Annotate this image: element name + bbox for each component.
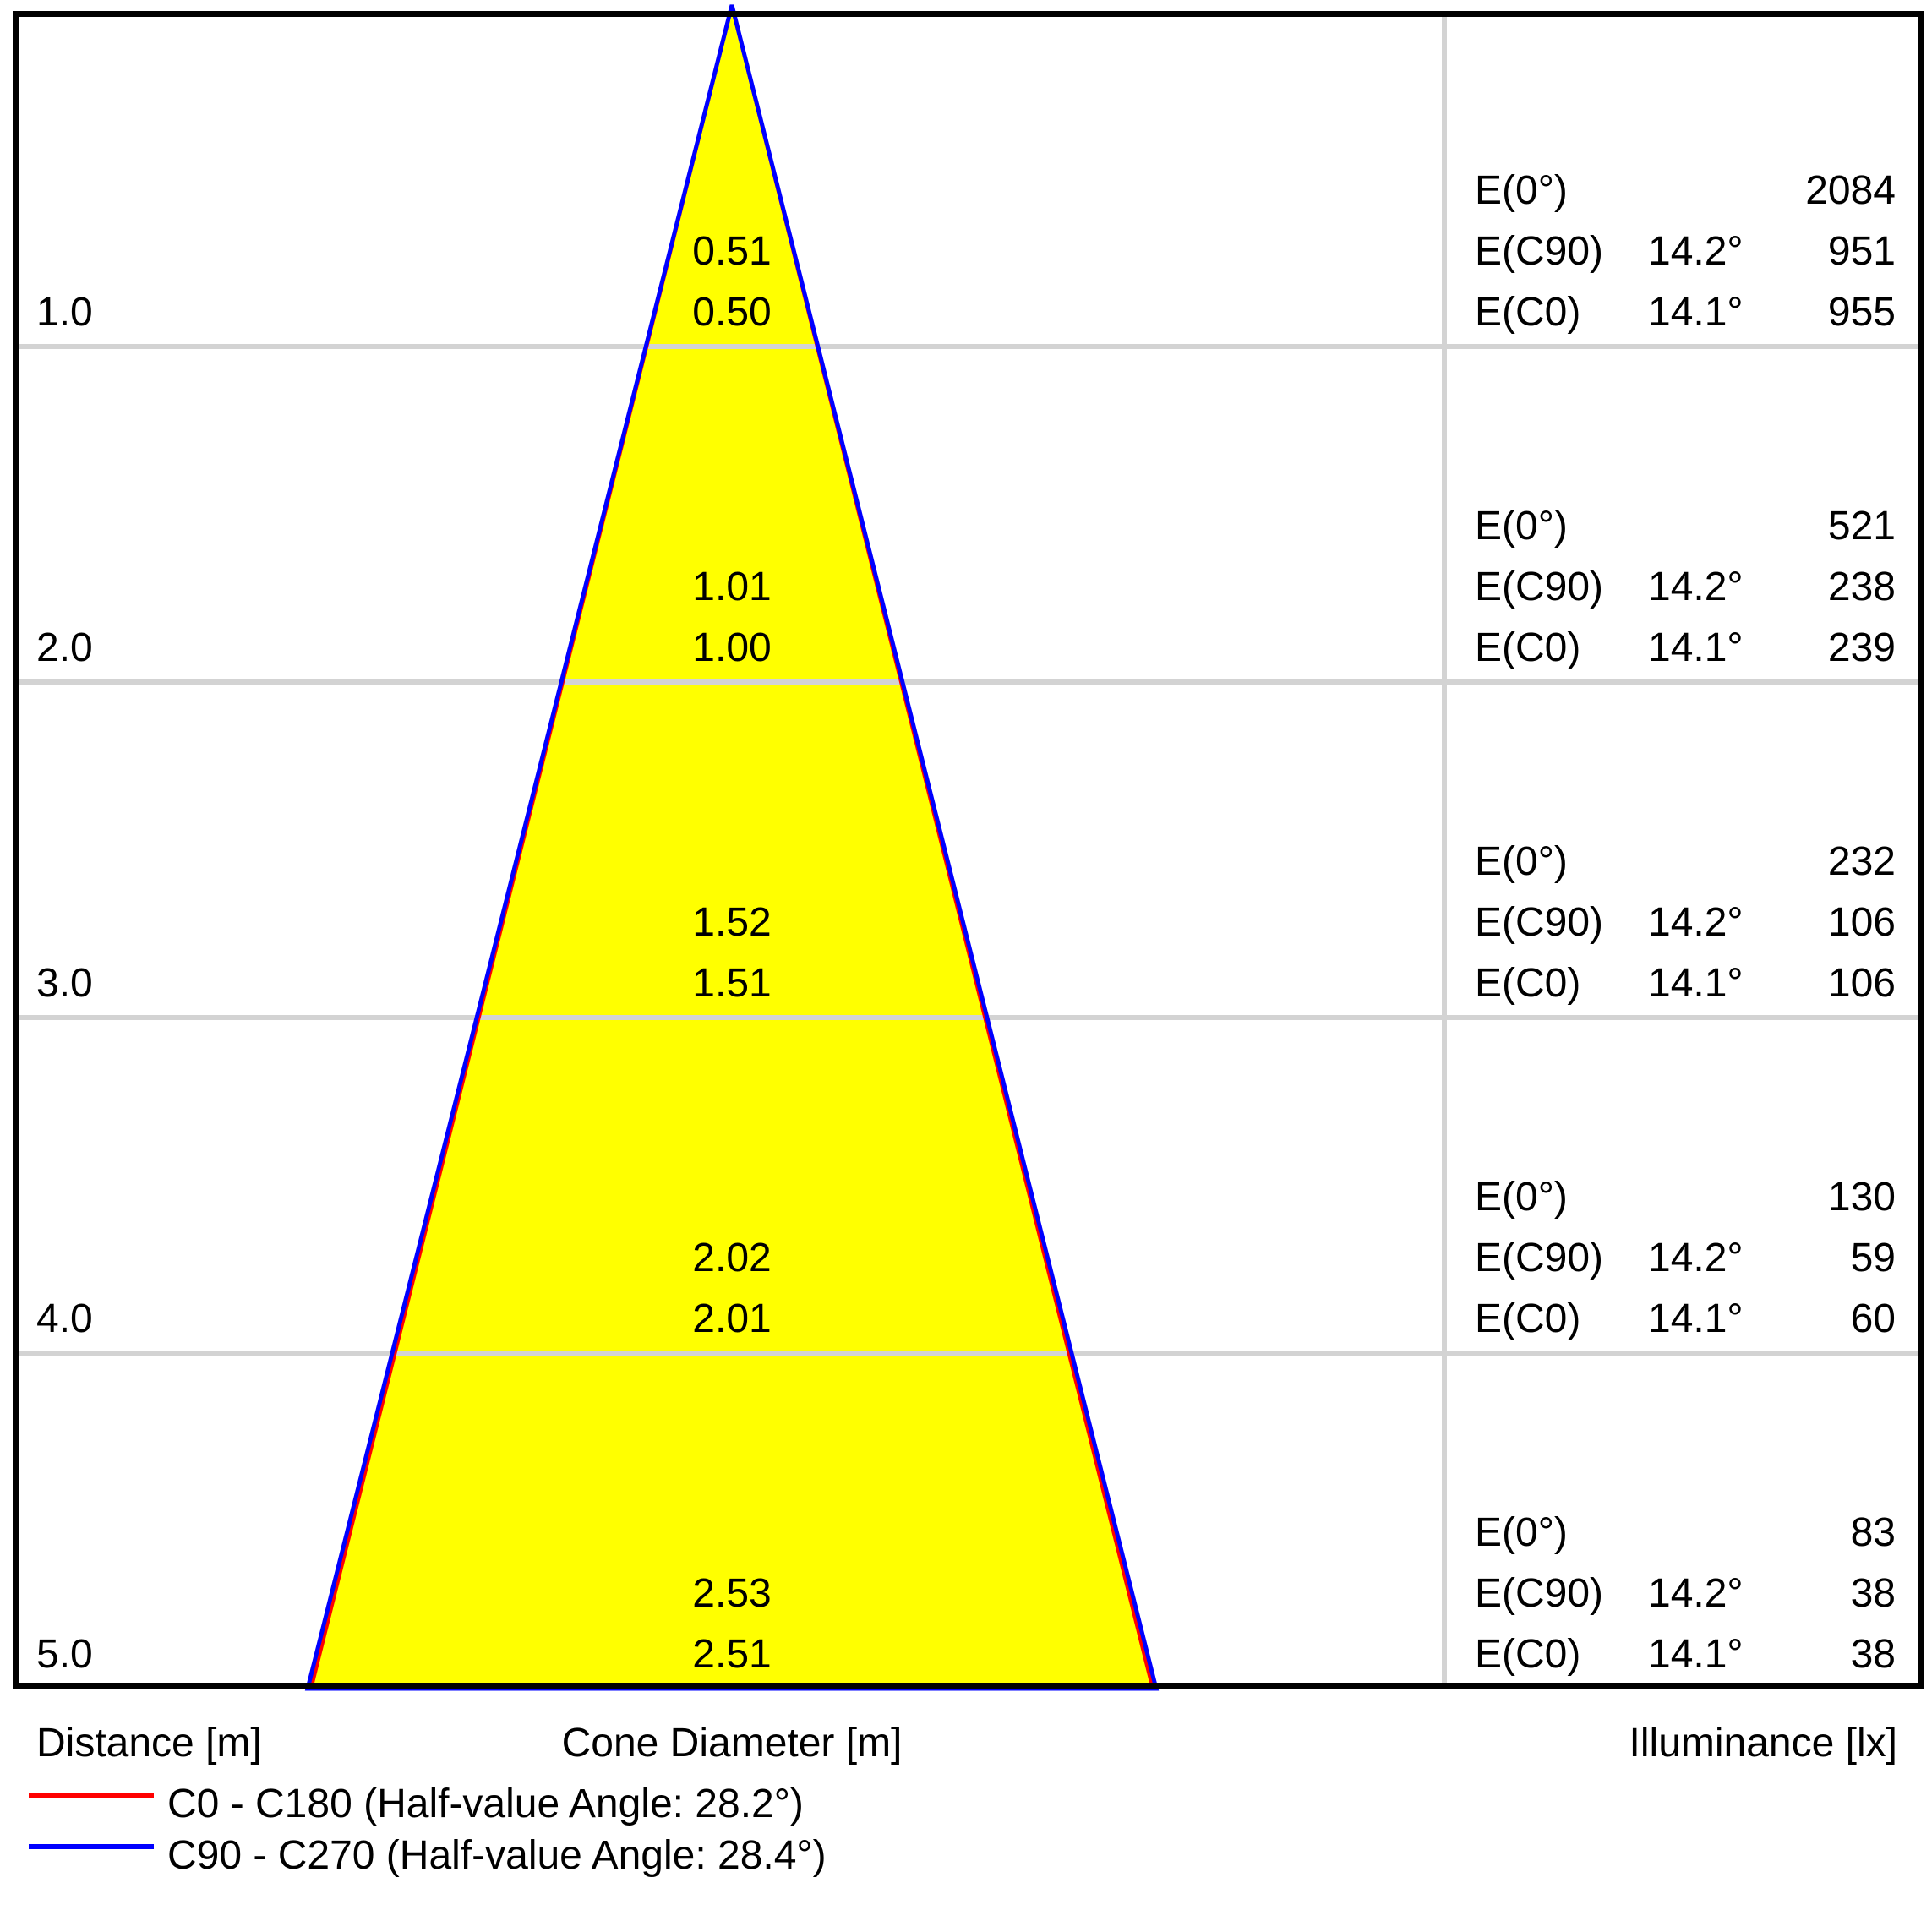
e0-label: E(0°) <box>1475 504 1568 548</box>
distance-axis-label: Distance [m] <box>36 1721 262 1766</box>
ec0-label: E(C0) <box>1475 625 1580 670</box>
ec90-value: 106 <box>1828 900 1896 945</box>
cone-diameter-c0-value: 2.01 <box>692 1296 771 1341</box>
ec0-value: 955 <box>1828 290 1896 335</box>
table-row: 4.0 2.02 2.01 E(0°) 130 E(C90) 14.2° 59 … <box>36 1175 1896 1341</box>
ec0-label: E(C0) <box>1475 961 1580 1006</box>
distance-label: 3.0 <box>36 961 93 1006</box>
ec90-angle: 14.2° <box>1648 565 1744 609</box>
ec90-label: E(C90) <box>1475 900 1603 945</box>
table-row: 2.0 1.01 1.00 E(0°) 521 E(C90) 14.2° 238… <box>36 504 1896 670</box>
legend: C0 - C180 (Half-value Angle: 28.2°) C90 … <box>29 1782 827 1878</box>
illuminance-axis-label: Illuminance [lx] <box>1629 1721 1897 1766</box>
ec0-angle: 14.1° <box>1648 290 1744 335</box>
ec0-label: E(C0) <box>1475 1296 1580 1341</box>
e0-value: 232 <box>1828 839 1896 884</box>
cone-diameter-c90-value: 1.01 <box>692 565 771 609</box>
ec90-label: E(C90) <box>1475 565 1603 609</box>
table-border <box>13 11 1924 1689</box>
cone-diameter-axis-label: Cone Diameter [m] <box>562 1721 903 1766</box>
table-row: 3.0 1.52 1.51 E(0°) 232 E(C90) 14.2° 106… <box>36 839 1896 1006</box>
e0-value: 521 <box>1828 504 1896 548</box>
e0-value: 2084 <box>1805 168 1896 213</box>
ec0-angle: 14.1° <box>1648 625 1744 670</box>
ec0-value: 106 <box>1828 961 1896 1006</box>
ec90-label: E(C90) <box>1475 229 1603 274</box>
ec0-angle: 14.1° <box>1648 1296 1744 1341</box>
ec90-angle: 14.2° <box>1648 229 1744 274</box>
legend-c0-label: C0 - C180 (Half-value Angle: 28.2°) <box>167 1782 804 1826</box>
ec0-label: E(C0) <box>1475 1632 1580 1677</box>
ec0-angle: 14.1° <box>1648 1632 1744 1677</box>
cone-diameter-c90-value: 0.51 <box>692 229 771 274</box>
ec0-value: 60 <box>1851 1296 1896 1341</box>
ec0-value: 38 <box>1851 1632 1896 1677</box>
ec90-value: 59 <box>1851 1236 1896 1280</box>
table-row: 1.0 0.51 0.50 E(0°) 2084 E(C90) 14.2° 95… <box>36 168 1896 335</box>
ec90-label: E(C90) <box>1475 1571 1603 1616</box>
distance-label: 2.0 <box>36 625 93 670</box>
legend-c90-label: C90 - C270 (Half-value Angle: 28.4°) <box>167 1833 827 1878</box>
ec0-value: 239 <box>1828 625 1896 670</box>
table-row: 5.0 2.53 2.51 E(0°) 83 E(C90) 14.2° 38 E… <box>36 1510 1896 1677</box>
cone-diameter-c0-value: 2.51 <box>692 1632 771 1677</box>
e0-label: E(0°) <box>1475 1175 1568 1220</box>
cone-diameter-c90-value: 2.53 <box>692 1571 771 1616</box>
distance-label: 5.0 <box>36 1632 93 1677</box>
ec90-angle: 14.2° <box>1648 900 1744 945</box>
ec0-angle: 14.1° <box>1648 961 1744 1006</box>
light-cone-fill <box>308 5 1156 1689</box>
e0-value: 130 <box>1828 1175 1896 1220</box>
cone-diameter-c0-value: 1.00 <box>692 625 771 670</box>
ec90-angle: 14.2° <box>1648 1236 1744 1280</box>
ec90-label: E(C90) <box>1475 1236 1603 1280</box>
e0-label: E(0°) <box>1475 839 1568 884</box>
gridlines <box>15 14 1920 1686</box>
distance-label: 4.0 <box>36 1296 93 1341</box>
cone-diameter-c90-value: 1.52 <box>692 900 771 945</box>
distance-label: 1.0 <box>36 290 93 335</box>
axis-labels: Distance [m] Cone Diameter [m] Illuminan… <box>36 1721 1897 1766</box>
e0-label: E(0°) <box>1475 1510 1568 1555</box>
e0-label: E(0°) <box>1475 168 1568 213</box>
cone-diameter-c0-value: 0.50 <box>692 290 771 335</box>
ec90-value: 38 <box>1851 1571 1896 1616</box>
cone-diameter-c90-value: 2.02 <box>692 1236 771 1280</box>
ec90-angle: 14.2° <box>1648 1571 1744 1616</box>
cone-diameter-c0-value: 1.51 <box>692 961 771 1006</box>
ec0-label: E(C0) <box>1475 290 1580 335</box>
ec90-value: 951 <box>1828 229 1896 274</box>
ec90-value: 238 <box>1828 565 1896 609</box>
e0-value: 83 <box>1851 1510 1896 1555</box>
